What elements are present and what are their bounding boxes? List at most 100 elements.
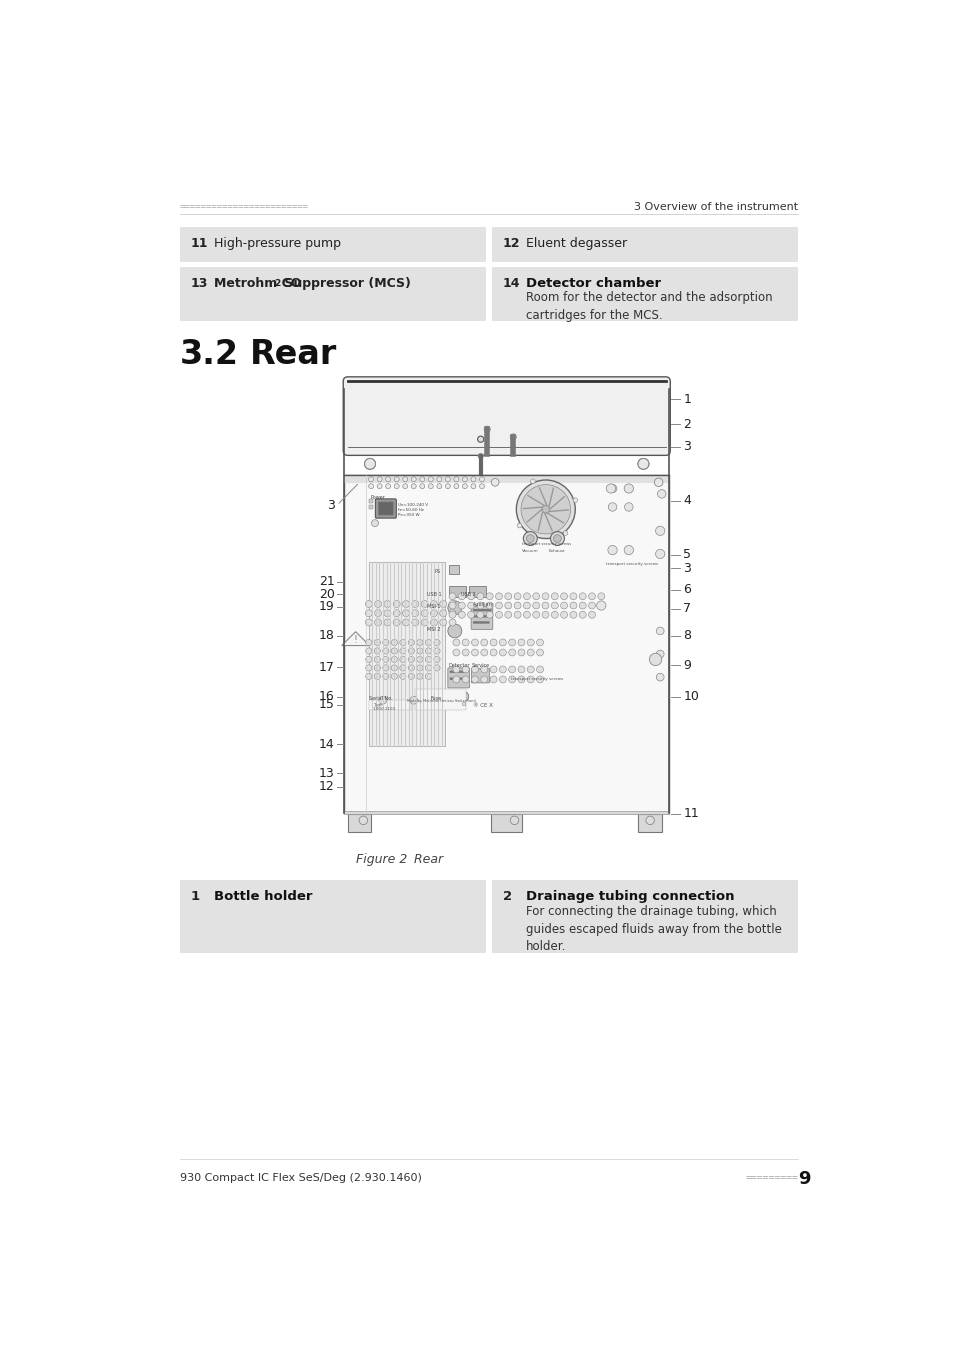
Circle shape — [569, 593, 577, 599]
Circle shape — [399, 656, 406, 663]
Bar — [344, 811, 669, 814]
Circle shape — [560, 593, 567, 599]
Circle shape — [393, 620, 399, 626]
Text: 3.2: 3.2 — [179, 338, 238, 370]
Circle shape — [408, 648, 415, 653]
Text: 2: 2 — [502, 890, 512, 903]
Circle shape — [375, 601, 381, 608]
Circle shape — [562, 531, 567, 536]
Circle shape — [428, 483, 433, 489]
Circle shape — [486, 602, 493, 609]
Text: Eluent degasser: Eluent degasser — [525, 238, 626, 251]
Circle shape — [393, 601, 399, 608]
Circle shape — [374, 674, 380, 679]
Circle shape — [449, 602, 456, 609]
Circle shape — [365, 656, 372, 663]
Circle shape — [483, 427, 490, 432]
Circle shape — [434, 664, 439, 671]
Circle shape — [371, 520, 378, 526]
Circle shape — [656, 674, 663, 680]
Circle shape — [656, 651, 663, 657]
Circle shape — [399, 664, 406, 671]
Circle shape — [471, 676, 478, 683]
Text: High-pressure pump: High-pressure pump — [213, 238, 340, 251]
Text: transport security screws: transport security screws — [521, 543, 571, 547]
Circle shape — [560, 612, 567, 618]
Circle shape — [391, 640, 397, 645]
Circle shape — [461, 639, 469, 645]
Text: 930 Compact IC Flex SeS/Deg (2.930.1460): 930 Compact IC Flex SeS/Deg (2.930.1460) — [179, 1173, 421, 1183]
Text: 2: 2 — [274, 279, 280, 288]
Circle shape — [412, 610, 418, 617]
Circle shape — [516, 481, 575, 539]
Circle shape — [402, 477, 407, 482]
Text: Rear: Rear — [397, 853, 443, 867]
Circle shape — [523, 612, 530, 618]
Circle shape — [541, 505, 549, 513]
Circle shape — [382, 674, 389, 679]
Bar — [444, 693, 456, 702]
Text: !: ! — [354, 634, 357, 645]
Circle shape — [498, 639, 506, 645]
Circle shape — [550, 532, 564, 545]
Circle shape — [408, 656, 415, 663]
Circle shape — [374, 664, 380, 671]
Circle shape — [376, 477, 382, 482]
Polygon shape — [341, 632, 369, 645]
FancyBboxPatch shape — [343, 377, 670, 455]
Bar — [491, 814, 521, 832]
Circle shape — [476, 602, 483, 609]
Circle shape — [551, 602, 558, 609]
Text: Power: Power — [370, 495, 385, 501]
Text: 3: 3 — [682, 440, 691, 454]
Bar — [468, 586, 485, 597]
Circle shape — [358, 817, 367, 825]
Circle shape — [508, 676, 516, 683]
Circle shape — [541, 593, 548, 599]
Circle shape — [527, 639, 534, 645]
Circle shape — [532, 612, 539, 618]
Circle shape — [479, 477, 484, 482]
Circle shape — [527, 676, 534, 683]
Bar — [344, 475, 669, 483]
Circle shape — [365, 601, 372, 608]
Circle shape — [382, 640, 389, 645]
Text: 11: 11 — [682, 807, 699, 821]
Text: 3: 3 — [327, 498, 335, 512]
Circle shape — [411, 483, 416, 489]
Circle shape — [439, 610, 446, 617]
Text: 21: 21 — [318, 575, 335, 589]
Text: ® CE X: ® CE X — [473, 702, 493, 707]
Circle shape — [523, 602, 530, 609]
Text: 9: 9 — [798, 1170, 810, 1188]
Circle shape — [385, 477, 390, 482]
Circle shape — [374, 640, 380, 645]
Circle shape — [495, 612, 502, 618]
FancyBboxPatch shape — [447, 668, 469, 688]
Circle shape — [471, 639, 478, 645]
Circle shape — [436, 477, 441, 482]
Circle shape — [623, 483, 633, 493]
Text: 1: 1 — [191, 890, 199, 903]
Circle shape — [434, 656, 439, 663]
Circle shape — [449, 610, 456, 617]
Circle shape — [445, 477, 450, 482]
Text: 20: 20 — [318, 587, 335, 601]
Circle shape — [447, 601, 461, 614]
Circle shape — [430, 620, 436, 626]
Circle shape — [490, 666, 497, 672]
Circle shape — [383, 601, 391, 608]
Text: 10: 10 — [682, 690, 699, 703]
FancyBboxPatch shape — [471, 668, 489, 683]
Circle shape — [655, 549, 664, 559]
Text: Ue=100-240 V
fe=50-60 Hz
Pe=350 W: Ue=100-240 V fe=50-60 Hz Pe=350 W — [397, 504, 428, 517]
Circle shape — [477, 454, 482, 459]
Circle shape — [412, 620, 418, 626]
Circle shape — [416, 656, 422, 663]
Circle shape — [383, 610, 391, 617]
FancyBboxPatch shape — [375, 500, 395, 518]
Circle shape — [624, 485, 633, 493]
Circle shape — [608, 502, 617, 512]
Circle shape — [410, 697, 417, 705]
Text: 6: 6 — [682, 583, 691, 597]
